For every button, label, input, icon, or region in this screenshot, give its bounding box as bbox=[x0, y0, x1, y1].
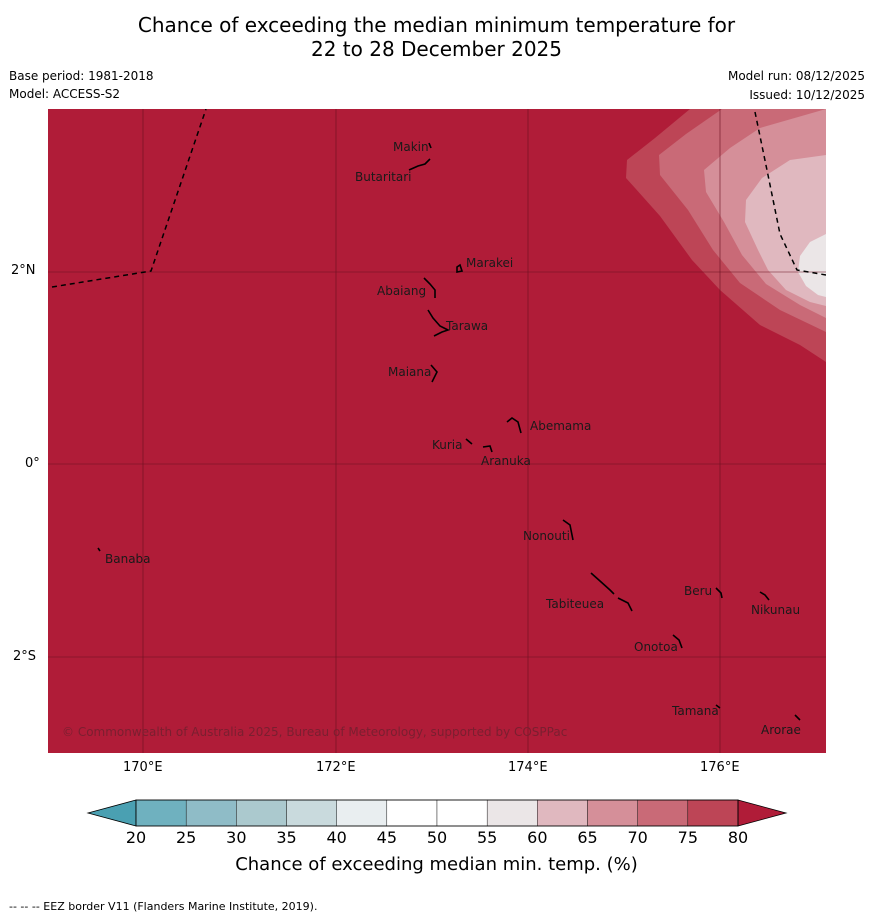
colorbar-label: Chance of exceeding median min. temp. (%… bbox=[235, 854, 638, 875]
place-labels: Makin Butaritari Marakei Abaiang Tarawa … bbox=[105, 140, 801, 737]
island-abemama bbox=[506, 417, 522, 434]
island-marakei bbox=[456, 263, 464, 273]
colorbar-tick-label: 30 bbox=[226, 828, 247, 847]
colorbar-tick-label: 60 bbox=[527, 828, 548, 847]
colorbar-cell bbox=[436, 799, 488, 827]
island-nonouti bbox=[562, 519, 574, 541]
copyright-notice: © Commonwealth of Australia 2025, Bureau… bbox=[62, 725, 567, 739]
colorbar-tick-label: 45 bbox=[376, 828, 397, 847]
place-label: Beru bbox=[684, 584, 712, 598]
place-label: Onotoa bbox=[634, 640, 678, 654]
lon-tick-label: 176°E bbox=[700, 760, 740, 775]
place-label: Abemama bbox=[530, 419, 591, 433]
colorbar-cell bbox=[537, 799, 588, 827]
place-label: Kuria bbox=[432, 438, 463, 452]
contour-55 bbox=[798, 234, 826, 297]
colorbar-tick-label: 80 bbox=[727, 828, 749, 847]
model-run: Model run: 08/12/2025 bbox=[727, 69, 865, 83]
lat-tick-label: 2°S bbox=[13, 649, 37, 664]
place-label: Nonouti bbox=[523, 529, 570, 543]
colorbar-cells bbox=[135, 799, 739, 827]
issued-date: Issued: 10/12/2025 bbox=[749, 88, 865, 102]
island-tamana bbox=[715, 704, 721, 709]
colorbar-tick-label: 40 bbox=[326, 828, 347, 847]
island-tarawa bbox=[427, 309, 451, 337]
colorbar-tick-label: 20 bbox=[125, 828, 147, 847]
colorbar-cell bbox=[185, 799, 237, 827]
island-banaba bbox=[97, 547, 101, 552]
island-tabiteuea bbox=[590, 572, 633, 612]
colorbar-tick-label: 50 bbox=[426, 828, 448, 847]
place-label: Aranuka bbox=[481, 454, 531, 468]
place-label: Marakei bbox=[466, 256, 513, 270]
lon-tick-label: 174°E bbox=[508, 760, 548, 775]
colorbar-cell bbox=[687, 799, 739, 827]
place-label: Butaritari bbox=[355, 170, 412, 184]
lon-tick-label: 172°E bbox=[316, 760, 356, 775]
eez-footnote: -- -- -- EEZ border V11 (Flanders Marine… bbox=[9, 900, 318, 913]
colorbar bbox=[86, 799, 788, 827]
island-aranuka bbox=[482, 445, 493, 453]
islands bbox=[97, 142, 801, 721]
map-title-line1: Chance of exceeding the median minimum t… bbox=[137, 13, 736, 37]
island-butaritari bbox=[408, 158, 431, 171]
colorbar-tick-label: 35 bbox=[276, 828, 297, 847]
eez-border bbox=[51, 109, 826, 288]
colorbar-low-arrow bbox=[86, 799, 137, 827]
base-period: Base period: 1981-2018 bbox=[9, 69, 154, 83]
place-label: Arorae bbox=[761, 723, 801, 737]
island-maiana bbox=[430, 364, 438, 383]
colorbar-cell bbox=[386, 799, 438, 827]
colorbar-tick-label: 65 bbox=[577, 828, 598, 847]
colorbar-cell bbox=[637, 799, 689, 827]
place-label: Tabiteuea bbox=[545, 597, 604, 611]
probability-contours bbox=[626, 109, 826, 362]
colorbar-cell bbox=[286, 799, 337, 827]
island-makin bbox=[428, 142, 432, 149]
lat-tick-label: 2°N bbox=[11, 263, 36, 278]
model-name: Model: ACCESS-S2 bbox=[9, 87, 121, 101]
island-arorae bbox=[794, 714, 801, 721]
colorbar-tick-label: 75 bbox=[677, 828, 698, 847]
lat-tick-label: 0° bbox=[25, 456, 40, 471]
island-nikunau bbox=[759, 591, 770, 601]
island-onotoa bbox=[672, 634, 683, 649]
colorbar-tick-label: 70 bbox=[627, 828, 648, 847]
place-label: Tamana bbox=[671, 704, 719, 718]
place-label: Makin bbox=[393, 140, 429, 154]
place-label: Nikunau bbox=[751, 603, 800, 617]
colorbar-cell bbox=[336, 799, 388, 827]
colorbar-tick-label: 55 bbox=[476, 828, 498, 847]
colorbar-high-arrow bbox=[737, 799, 788, 827]
lon-tick-label: 170°E bbox=[123, 760, 163, 775]
colorbar-tick-label: 25 bbox=[175, 828, 197, 847]
place-label: Abaiang bbox=[377, 284, 426, 298]
place-label: Maiana bbox=[388, 365, 431, 379]
graticule bbox=[48, 109, 826, 753]
place-label: Banaba bbox=[105, 552, 151, 566]
map-title-line2: 22 to 28 December 2025 bbox=[310, 37, 562, 61]
island-beru bbox=[715, 587, 723, 599]
colorbar-cell bbox=[135, 799, 187, 827]
colorbar-cell bbox=[236, 799, 287, 827]
place-label: Tarawa bbox=[445, 319, 488, 333]
island-abaiang bbox=[423, 277, 436, 298]
island-kuria bbox=[465, 438, 473, 445]
colorbar-cell bbox=[587, 799, 638, 827]
colorbar-cell bbox=[486, 799, 538, 827]
colorbar-frame bbox=[135, 799, 739, 827]
